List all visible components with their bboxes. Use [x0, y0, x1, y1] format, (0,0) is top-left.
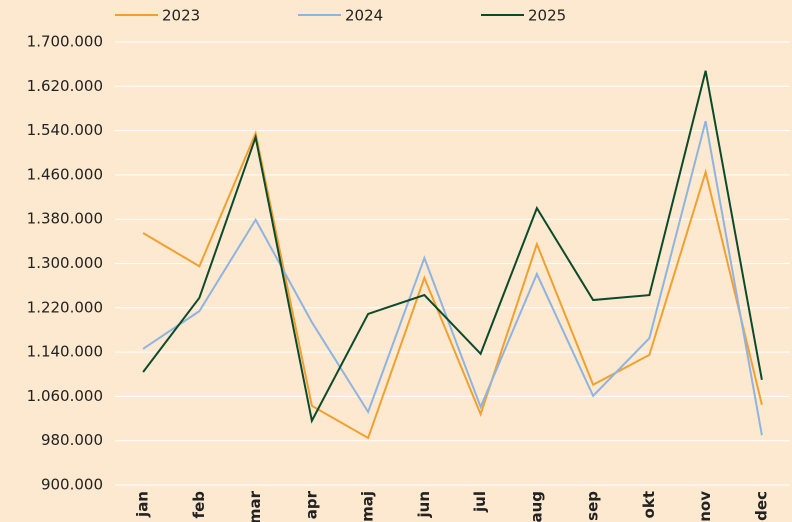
y-tick-label: 1.700.000	[27, 33, 103, 51]
x-tick-label: apr	[302, 490, 320, 519]
line-series	[142, 130, 763, 440]
y-tick-label: 1.060.000	[27, 387, 103, 405]
line-series	[142, 70, 763, 424]
y-tick-label: 1.620.000	[27, 77, 103, 95]
line-series	[142, 120, 763, 436]
x-tick-label: jul	[471, 491, 489, 513]
x-tick-label: okt	[640, 491, 658, 518]
x-tick-label: feb	[190, 491, 208, 519]
x-tick-label: maj	[359, 491, 377, 522]
y-tick-label: 1.140.000	[27, 343, 103, 361]
y-tick-label: 1.300.000	[27, 254, 103, 272]
y-tick-label: 1.380.000	[27, 210, 103, 228]
x-tick-label: nov	[696, 491, 714, 522]
legend-label: 2023	[162, 7, 200, 25]
y-tick-label: 900.000	[41, 476, 103, 494]
legend-label: 2024	[345, 7, 383, 25]
x-tick-label: aug	[527, 491, 545, 522]
legend-label: 2025	[528, 7, 566, 25]
x-tick-label: jun	[415, 491, 433, 519]
x-tick-label: dec	[752, 491, 770, 521]
x-tick-label: mar	[246, 490, 264, 522]
y-tick-label: 1.460.000	[27, 165, 103, 183]
x-tick-label: jan	[134, 491, 152, 518]
y-tick-label: 1.540.000	[27, 121, 103, 139]
y-tick-label: 980.000	[41, 431, 103, 449]
y-tick-label: 1.220.000	[27, 298, 103, 316]
x-tick-label: sep	[584, 491, 602, 521]
